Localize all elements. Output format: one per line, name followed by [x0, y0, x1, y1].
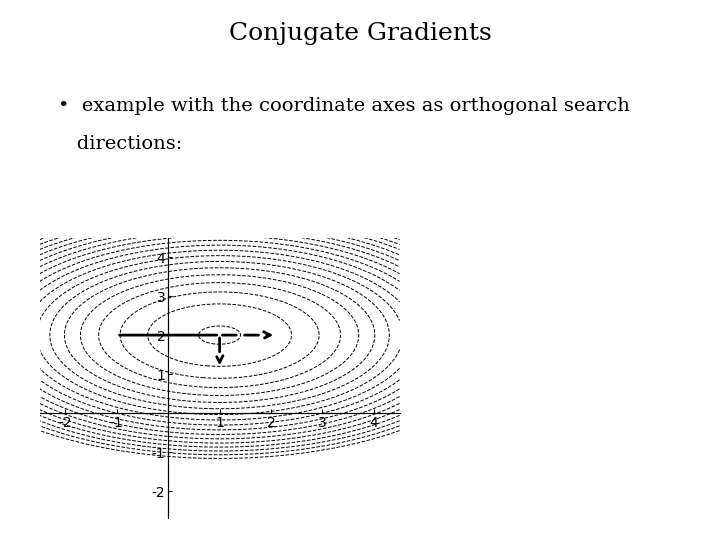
- Text: directions:: directions:: [58, 135, 182, 153]
- Text: Conjugate Gradients: Conjugate Gradients: [229, 22, 491, 45]
- Text: •  example with the coordinate axes as orthogonal search: • example with the coordinate axes as or…: [58, 97, 629, 115]
